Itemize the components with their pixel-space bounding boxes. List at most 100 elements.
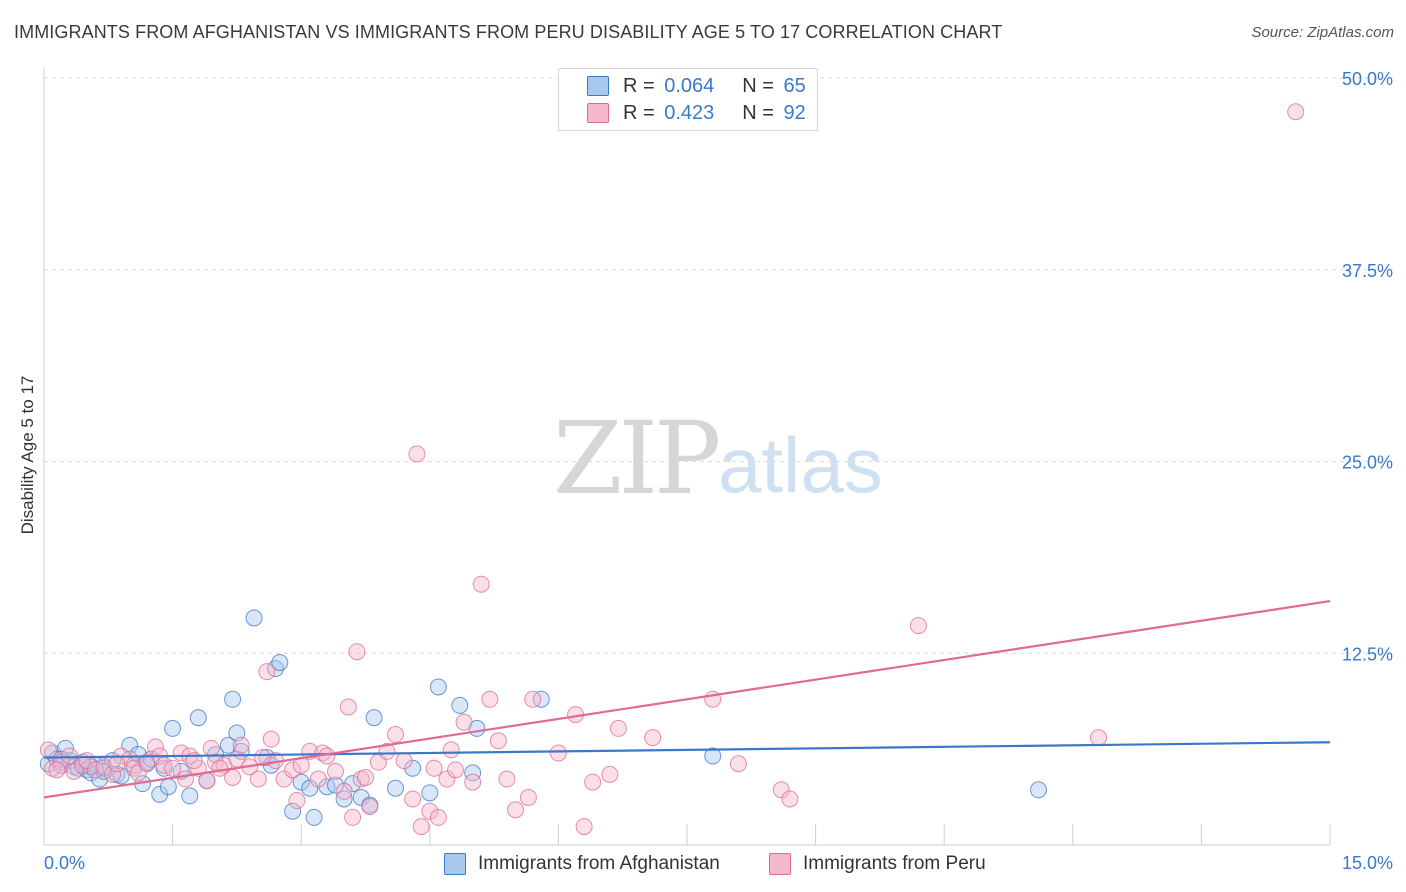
peru-point — [442, 741, 460, 759]
trend-lines — [43, 600, 1331, 799]
peru-point — [344, 808, 362, 826]
peru-point — [48, 761, 66, 779]
y-tick-label: 50.0% — [1342, 69, 1393, 89]
afghanistan-point — [421, 784, 439, 802]
peru-point — [429, 808, 447, 826]
peru-point — [198, 772, 216, 790]
peru-point — [65, 762, 83, 780]
peru-point — [164, 759, 182, 777]
peru-point — [609, 719, 627, 737]
legend-row-afghanistan: R = 0.064 N = 65 — [587, 74, 806, 98]
peru-point — [146, 738, 164, 756]
peru-point — [258, 663, 276, 681]
x-tick-label: 0.0% — [44, 853, 85, 873]
peru-point — [575, 818, 593, 836]
afghanistan-swatch — [587, 76, 609, 96]
afghanistan-point — [284, 802, 302, 820]
afghanistan-point — [704, 747, 722, 765]
peru-point — [61, 747, 79, 765]
peru-point — [104, 765, 122, 783]
legend-item-peru: Immigrants from Peru — [769, 852, 986, 876]
peru-point — [348, 643, 366, 661]
afghanistan-point — [164, 719, 182, 737]
peru-point — [507, 801, 525, 819]
data-points — [39, 103, 1305, 836]
peru-point — [39, 741, 57, 759]
peru-point — [254, 749, 272, 767]
peru-point — [262, 730, 280, 748]
peru-point — [335, 782, 353, 800]
peru-point — [288, 792, 306, 810]
peru-point — [601, 765, 619, 783]
source-label: Source: ZipAtlas.com — [1251, 24, 1394, 41]
afghanistan-point — [365, 709, 383, 727]
peru-point — [176, 770, 194, 788]
correlation-legend: R = 0.064 N = 65 R = 0.423 N = 92 — [558, 68, 818, 131]
axes — [43, 67, 1331, 846]
afghanistan-point — [326, 776, 344, 794]
peru-point — [455, 713, 473, 731]
peru-point — [472, 575, 490, 593]
peru-point — [361, 798, 379, 816]
peru-swatch — [587, 103, 609, 123]
afghanistan-legend-swatch — [444, 853, 466, 875]
peru-point — [1090, 729, 1108, 747]
peru-point — [909, 617, 927, 635]
afghanistan-legend-label: Immigrants from Afghanistan — [478, 853, 720, 874]
y-tick-label: 25.0% — [1342, 453, 1393, 473]
n-label: N = — [742, 74, 774, 97]
afghanistan-point — [224, 690, 242, 708]
afghanistan-point — [301, 779, 319, 797]
afghanistan-point — [271, 653, 289, 671]
y-tick-label: 12.5% — [1342, 644, 1393, 664]
peru-point — [121, 750, 139, 768]
tick-labels: 12.5% 25.0% 37.5% 50.0% 0.0% 15.0% — [44, 69, 1393, 873]
peru-point — [339, 698, 357, 716]
peru-point — [489, 732, 507, 750]
r-label: R = — [623, 74, 655, 97]
x-tick-label: 15.0% — [1342, 853, 1393, 873]
peru-point — [498, 770, 516, 788]
peru-point — [357, 769, 374, 787]
peru-point — [1287, 103, 1305, 121]
n-label: N = — [742, 101, 774, 124]
n-value: 65 — [783, 74, 806, 97]
peru-point — [584, 773, 602, 791]
peru-point — [549, 744, 567, 762]
watermark-atlas: atlas — [718, 421, 883, 509]
peru-point — [729, 755, 747, 773]
afghanistan-point — [429, 678, 447, 696]
peru-point — [211, 759, 229, 777]
peru-point — [249, 770, 267, 788]
r-value: 0.064 — [664, 74, 715, 97]
grid-lines — [44, 77, 1392, 654]
afghanistan-point — [451, 696, 469, 714]
peru-legend-label: Immigrants from Peru — [803, 853, 986, 874]
peru-trend-line — [43, 600, 1331, 799]
r-value: 0.423 — [664, 101, 715, 124]
afghanistan-point — [532, 690, 550, 708]
peru-point — [404, 790, 422, 808]
afghanistan-point — [464, 764, 482, 782]
y-axis-label: Disability Age 5 to 17 — [18, 375, 37, 535]
peru-point — [395, 752, 413, 770]
afghanistan-point — [1030, 781, 1048, 799]
peru-point — [408, 445, 426, 463]
chart-title: IMMIGRANTS FROM AFGHANISTAN VS IMMIGRANT… — [14, 22, 1003, 42]
legend-item-afghanistan: Immigrants from Afghanistan — [444, 852, 720, 876]
peru-point — [772, 781, 790, 799]
peru-point — [108, 755, 126, 773]
peru-point — [781, 790, 799, 808]
afghanistan-point — [387, 779, 405, 797]
peru-legend-swatch — [769, 853, 791, 875]
afghanistan-point — [189, 709, 207, 727]
peru-point — [524, 690, 542, 708]
peru-point — [412, 818, 430, 836]
y-tick-label: 37.5% — [1342, 261, 1393, 281]
peru-point — [284, 761, 302, 779]
peru-point — [425, 759, 443, 777]
peru-point — [326, 762, 344, 780]
r-label: R = — [623, 101, 655, 124]
afghanistan-point — [245, 609, 263, 627]
